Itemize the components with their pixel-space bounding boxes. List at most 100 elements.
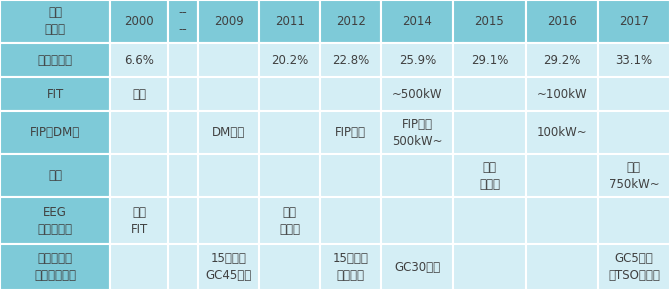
Bar	[168, 111, 198, 154]
Bar	[259, 154, 320, 197]
Text: 20.2%: 20.2%	[271, 54, 308, 66]
Bar	[454, 77, 525, 111]
Bar	[320, 43, 381, 77]
Bar	[0, 43, 110, 77]
Text: GC5分前
（TSO受渡）: GC5分前 （TSO受渡）	[608, 252, 660, 282]
Bar	[598, 43, 670, 77]
Bar	[110, 244, 168, 290]
Bar	[454, 244, 525, 290]
Bar	[598, 244, 670, 290]
Text: 25.9%: 25.9%	[399, 54, 436, 66]
Bar	[381, 154, 454, 197]
Bar	[168, 154, 198, 197]
Bar	[198, 43, 259, 77]
Text: 実証
太陽光: 実証 太陽光	[479, 161, 500, 191]
Bar	[525, 197, 598, 244]
Bar	[598, 197, 670, 244]
Bar	[110, 77, 168, 111]
Bar	[381, 43, 454, 77]
Bar	[0, 111, 110, 154]
Text: 2014: 2014	[402, 15, 432, 28]
Text: 創設: 創設	[132, 88, 146, 101]
Bar	[454, 0, 525, 43]
Bar	[525, 77, 598, 111]
Bar	[320, 77, 381, 111]
Text: 15分商品
GC45分前: 15分商品 GC45分前	[206, 252, 252, 282]
Bar	[0, 154, 110, 197]
Bar	[320, 197, 381, 244]
Bar	[198, 77, 259, 111]
Text: 2017: 2017	[619, 15, 649, 28]
Bar	[0, 244, 110, 290]
Bar	[598, 0, 670, 43]
Bar	[110, 43, 168, 77]
Bar	[168, 197, 198, 244]
Bar	[0, 77, 110, 111]
Bar	[110, 197, 168, 244]
Text: FIT: FIT	[46, 88, 64, 101]
Bar	[259, 111, 320, 154]
Bar	[259, 77, 320, 111]
Bar	[259, 197, 320, 244]
Bar	[320, 0, 381, 43]
Text: 年度
／項目: 年度 ／項目	[45, 6, 66, 37]
Bar	[168, 43, 198, 77]
Bar	[525, 43, 598, 77]
Text: 6.6%: 6.6%	[124, 54, 154, 66]
Text: 再エネ比率: 再エネ比率	[38, 54, 72, 66]
Bar	[110, 154, 168, 197]
Bar	[198, 244, 259, 290]
Bar	[454, 197, 525, 244]
Text: 22.8%: 22.8%	[332, 54, 369, 66]
Text: GC30分前: GC30分前	[394, 261, 440, 273]
Bar	[381, 77, 454, 111]
Bar	[598, 111, 670, 154]
Text: 29.1%: 29.1%	[471, 54, 508, 66]
Bar	[525, 154, 598, 197]
Bar	[259, 0, 320, 43]
Text: 2012: 2012	[336, 15, 366, 28]
Bar	[525, 0, 598, 43]
Bar	[168, 0, 198, 43]
Bar	[454, 111, 525, 154]
Text: EEG
優先接続等: EEG 優先接続等	[38, 206, 72, 236]
Text: 2015: 2015	[474, 15, 505, 28]
Text: 100kW~: 100kW~	[537, 126, 587, 139]
Text: 2011: 2011	[275, 15, 305, 28]
Bar	[168, 77, 198, 111]
Bar	[0, 197, 110, 244]
Bar	[525, 244, 598, 290]
Text: ~100kW: ~100kW	[537, 88, 587, 101]
Text: 2009: 2009	[214, 15, 243, 28]
Bar	[198, 197, 259, 244]
Bar	[110, 0, 168, 43]
Bar	[168, 244, 198, 290]
Bar	[381, 197, 454, 244]
Text: DM選択: DM選択	[212, 126, 245, 139]
Bar	[454, 154, 525, 197]
Bar	[198, 154, 259, 197]
Bar	[0, 0, 110, 43]
Text: 2016: 2016	[547, 15, 577, 28]
Bar	[320, 154, 381, 197]
Bar	[320, 111, 381, 154]
Text: ~500kW: ~500kW	[392, 88, 442, 101]
Bar	[320, 244, 381, 290]
Bar	[110, 111, 168, 154]
Text: --
--: -- --	[179, 6, 188, 37]
Bar	[381, 244, 454, 290]
Bar	[381, 0, 454, 43]
Text: 改正
優先性: 改正 優先性	[279, 206, 300, 236]
Bar	[198, 111, 259, 154]
Text: FIP選択: FIP選択	[335, 126, 366, 139]
Bar	[598, 154, 670, 197]
Bar	[198, 0, 259, 43]
Bar	[598, 77, 670, 111]
Text: 創設
FIT: 創設 FIT	[131, 206, 148, 236]
Bar	[259, 244, 320, 290]
Text: FIP（DM）: FIP（DM）	[30, 126, 80, 139]
Text: 29.2%: 29.2%	[543, 54, 580, 66]
Bar	[525, 111, 598, 154]
Bar	[381, 111, 454, 154]
Bar	[454, 43, 525, 77]
